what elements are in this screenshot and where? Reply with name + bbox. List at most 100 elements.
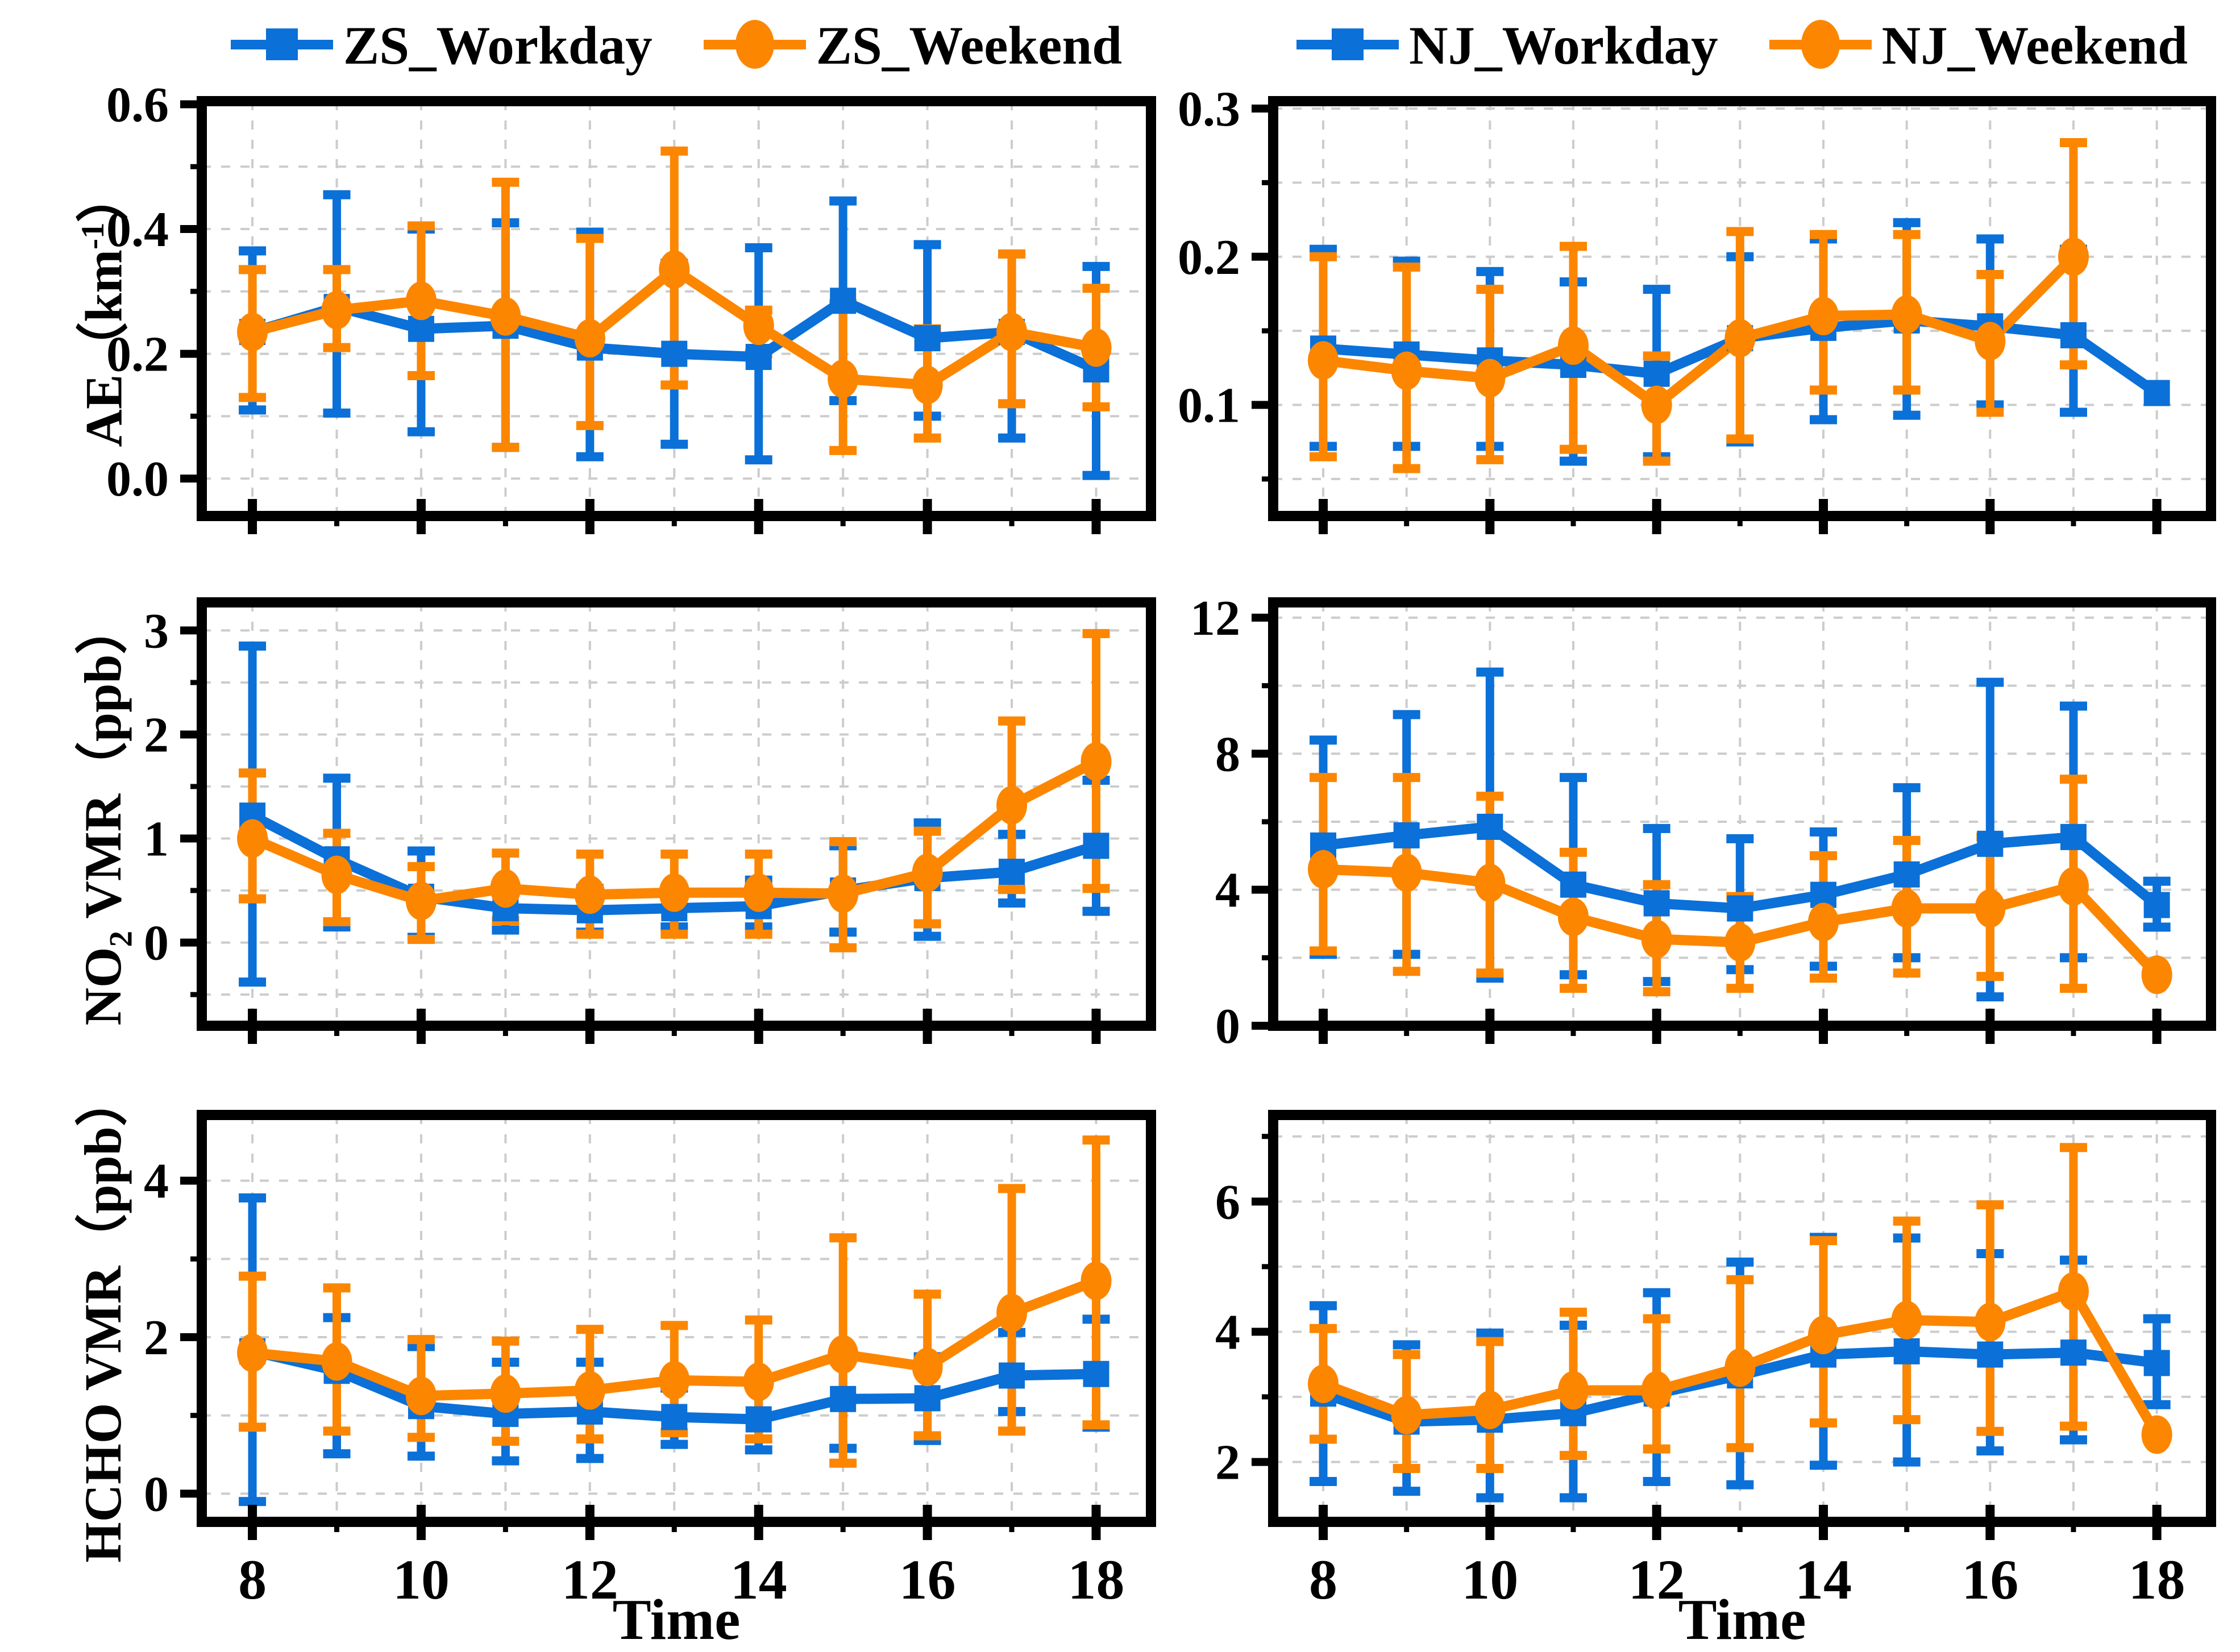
error-cap-bottom bbox=[407, 427, 435, 436]
error-cap-top bbox=[913, 1289, 941, 1299]
legend-nj: NJ_Workday NJ_Weekend bbox=[1273, 9, 2211, 82]
data-marker-weekend bbox=[1891, 295, 1922, 334]
error-cap-top bbox=[1560, 773, 1587, 783]
data-marker-workday bbox=[999, 859, 1025, 885]
error-cap-top bbox=[745, 1315, 772, 1325]
error-cap-bottom bbox=[323, 408, 351, 418]
x-tick-label: 18 bbox=[1068, 1548, 1125, 1611]
error-cap-bottom bbox=[745, 1445, 772, 1455]
error-cap-top bbox=[1810, 827, 1837, 837]
error-cap-top bbox=[1393, 263, 1420, 272]
error-cap-bottom bbox=[1082, 906, 1110, 916]
error-cap-top bbox=[239, 1271, 267, 1281]
y-tick-label: 1 bbox=[144, 812, 169, 867]
error-cap-bottom bbox=[829, 446, 857, 455]
error-cap-top bbox=[829, 196, 857, 206]
error-cap-top bbox=[1476, 667, 1504, 677]
error-cap-bottom bbox=[1393, 967, 1420, 976]
y-tick-label: 2 bbox=[144, 708, 169, 763]
data-marker-workday bbox=[2060, 322, 2087, 348]
error-cap-top bbox=[1726, 227, 1754, 236]
error-cap-bottom bbox=[1976, 407, 2004, 417]
error-cap-bottom bbox=[407, 1451, 435, 1461]
x-tick-label: 16 bbox=[899, 1548, 956, 1611]
data-marker-workday bbox=[1393, 822, 1420, 848]
error-cap-top bbox=[1893, 835, 1921, 845]
data-marker-workday bbox=[999, 1362, 1025, 1389]
error-cap-bottom bbox=[1810, 415, 1837, 425]
error-cap-bottom bbox=[1893, 385, 1921, 395]
error-cap-top bbox=[829, 837, 857, 847]
error-cap-bottom bbox=[660, 929, 688, 939]
error-cap-bottom bbox=[1893, 1457, 1921, 1467]
error-cap-top bbox=[2060, 701, 2087, 711]
error-cap-top bbox=[829, 1233, 857, 1243]
data-marker-weekend bbox=[1558, 1371, 1589, 1410]
error-cap-bottom bbox=[239, 1422, 267, 1432]
error-cap-top bbox=[407, 846, 435, 856]
error-cap-bottom bbox=[1082, 402, 1110, 411]
data-marker-weekend bbox=[743, 306, 774, 346]
error-cap-top bbox=[492, 177, 520, 187]
error-cap-bottom bbox=[1810, 385, 1837, 395]
error-cap-bottom bbox=[745, 455, 772, 465]
data-marker-weekend bbox=[237, 819, 268, 858]
data-marker-workday bbox=[2143, 380, 2170, 406]
data-marker-weekend bbox=[912, 365, 943, 405]
error-cap-top bbox=[1082, 629, 1110, 638]
error-cap-top bbox=[239, 1193, 267, 1202]
error-cap-top bbox=[492, 848, 520, 858]
x-tick-label: 12 bbox=[1628, 1548, 1685, 1611]
error-cap-top bbox=[1643, 351, 1670, 361]
error-cap-bottom bbox=[576, 1434, 604, 1444]
error-cap-top bbox=[1310, 1324, 1337, 1333]
error-cap-bottom bbox=[1810, 973, 1837, 983]
error-cap-bottom bbox=[829, 1458, 857, 1468]
error-cap-top bbox=[239, 641, 267, 651]
data-marker-weekend bbox=[574, 875, 605, 914]
error-cap-bottom bbox=[1893, 410, 1921, 420]
legend-item-zs-weekend: ZS_Weekend bbox=[703, 13, 1122, 78]
data-marker-weekend bbox=[1975, 889, 2006, 928]
data-marker-weekend bbox=[1308, 850, 1339, 889]
error-cap-top bbox=[913, 826, 941, 836]
data-marker-workday bbox=[2060, 823, 2087, 850]
error-cap-top bbox=[1393, 710, 1420, 719]
error-cap-bottom bbox=[913, 1431, 941, 1441]
data-marker-weekend bbox=[996, 1293, 1028, 1333]
data-marker-workday bbox=[1893, 861, 1920, 888]
error-cap-top bbox=[239, 246, 267, 256]
error-cap-bottom bbox=[1082, 1420, 1110, 1430]
error-cap-bottom bbox=[492, 1437, 520, 1446]
error-cap-top bbox=[1893, 1216, 1921, 1226]
error-cap-top bbox=[1476, 267, 1504, 276]
x-tick-label: 14 bbox=[730, 1548, 787, 1611]
error-cap-bottom bbox=[1560, 444, 1587, 454]
x-tick-label: 10 bbox=[1461, 1548, 1518, 1611]
error-cap-bottom bbox=[1560, 984, 1587, 993]
error-cap-bottom bbox=[1643, 1476, 1670, 1486]
data-marker-workday bbox=[914, 1385, 941, 1412]
data-marker-weekend bbox=[1808, 1316, 1839, 1355]
error-cap-top bbox=[660, 146, 688, 156]
error-cap-top bbox=[1643, 1314, 1670, 1324]
data-marker-weekend bbox=[1308, 341, 1339, 380]
data-marker-weekend bbox=[490, 297, 521, 336]
error-cap-top bbox=[1976, 1200, 2004, 1210]
error-cap-top bbox=[1310, 252, 1337, 261]
data-marker-weekend bbox=[1975, 1303, 2006, 1342]
data-marker-weekend bbox=[743, 873, 774, 912]
data-marker-weekend bbox=[237, 313, 268, 352]
error-cap-bottom bbox=[407, 935, 435, 944]
error-cap-top bbox=[2060, 138, 2087, 147]
y-tick-label: 8 bbox=[1215, 727, 1240, 782]
error-cap-bottom bbox=[1976, 992, 2004, 1002]
data-marker-workday bbox=[745, 344, 772, 371]
error-cap-top bbox=[1810, 1236, 1837, 1246]
error-cap-top bbox=[2143, 876, 2171, 886]
y-tick-label: 2 bbox=[1215, 1435, 1240, 1491]
error-cap-top bbox=[1560, 242, 1587, 251]
data-marker-weekend bbox=[321, 1342, 352, 1381]
x-axis-label-right: Time bbox=[1678, 1588, 1806, 1652]
error-cap-top bbox=[1726, 1275, 1754, 1284]
